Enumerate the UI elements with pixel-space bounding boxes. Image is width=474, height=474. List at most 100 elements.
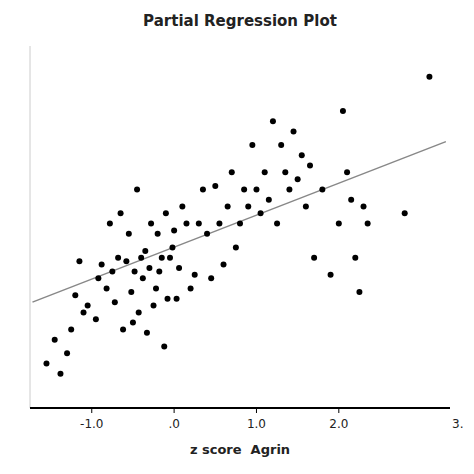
scatter-point [174, 296, 180, 302]
scatter-point [216, 221, 222, 227]
scatter-point [262, 169, 268, 175]
scatter-point [165, 296, 171, 302]
scatter-point [311, 255, 317, 261]
scatter-point [274, 221, 280, 227]
scatter-point [192, 272, 198, 278]
scatter-point [126, 231, 132, 237]
scatter-point [159, 255, 165, 261]
scatter-point [93, 316, 99, 322]
scatter-point [167, 255, 173, 261]
scatter-point [68, 326, 74, 332]
scatter-point [72, 292, 78, 298]
scatter-point [155, 231, 161, 237]
scatter-point [169, 244, 175, 250]
scatter-point [328, 272, 334, 278]
x-axis-line [30, 407, 450, 409]
scatter-point [356, 289, 362, 295]
x-tick [256, 408, 257, 413]
scatter-point [303, 204, 309, 210]
scatter-point [340, 108, 346, 114]
scatter-point [402, 210, 408, 216]
scatter-point [81, 309, 87, 315]
chart: Partial Regression Plot-1.0.01.02.03.z s… [0, 0, 474, 474]
scatter-point [266, 197, 272, 203]
title: Partial Regression Plot [143, 12, 337, 30]
scatter-point [352, 255, 358, 261]
scatter-point [153, 285, 159, 291]
scatter-point [142, 248, 148, 254]
scatter-point [212, 183, 218, 189]
scatter-point [109, 268, 115, 274]
scatter-point [344, 169, 350, 175]
scatter-point [176, 265, 182, 271]
scatter-point [208, 275, 214, 281]
scatter-point [76, 258, 82, 264]
scatter-point [112, 299, 118, 305]
scatter-point [140, 275, 146, 281]
scatter-point [107, 221, 113, 227]
scatter-point [278, 142, 284, 148]
scatter-point [163, 210, 169, 216]
scatter-point [104, 285, 110, 291]
scatter-point [64, 350, 70, 356]
x-tick-label: 1.0 [247, 417, 266, 431]
scatter-point [237, 221, 243, 227]
scatter-point [85, 303, 91, 309]
scatter-point [134, 186, 140, 192]
x-axis-label: z score Agrin [190, 442, 290, 457]
x-tick-label: .0 [168, 417, 179, 431]
scatter-point [183, 221, 189, 227]
scatter-point [258, 210, 264, 216]
scatter-point [57, 371, 63, 377]
x-tick [91, 408, 92, 413]
scatter-point [123, 258, 129, 264]
scatter-point [95, 275, 101, 281]
x-tick [338, 408, 339, 413]
scatter-point [144, 330, 150, 336]
scatter-point [188, 285, 194, 291]
scatter-point [204, 231, 210, 237]
x-tick [174, 408, 175, 413]
scatter-point [118, 210, 124, 216]
scatter-point [200, 186, 206, 192]
scatter-point [319, 186, 325, 192]
scatter-point [138, 255, 144, 261]
scatter-point [426, 74, 432, 80]
scatter-point [361, 204, 367, 210]
regression-line [32, 142, 445, 303]
scatter-point [156, 268, 162, 274]
scatter-point [365, 221, 371, 227]
scatter-point [282, 169, 288, 175]
scatter-point [132, 268, 138, 274]
plot-area [32, 74, 445, 377]
scatter-point [130, 320, 136, 326]
scatter-point [249, 142, 255, 148]
scatter-point [161, 344, 167, 350]
y-axis-line [30, 46, 31, 408]
scatter-point [148, 221, 154, 227]
scatter-point [99, 262, 105, 268]
scatter-point [52, 337, 58, 343]
x-tick-label: -1.0 [80, 417, 103, 431]
scatter-point [299, 152, 305, 158]
scatter-point [270, 118, 276, 124]
scatter-point [196, 221, 202, 227]
scatter-point [253, 186, 259, 192]
scatter-point [151, 303, 157, 309]
scatter-point [245, 204, 251, 210]
scatter-point [179, 204, 185, 210]
scatter-point [229, 169, 235, 175]
x-tick-label: 2.0 [329, 417, 348, 431]
scatter-point [120, 326, 126, 332]
scatter-point [233, 244, 239, 250]
scatter-point [136, 309, 142, 315]
scatter-point [291, 128, 297, 134]
scatter-point [286, 186, 292, 192]
scatter-point [128, 289, 134, 295]
scatter-point [241, 186, 247, 192]
scatter-point [146, 265, 152, 271]
scatter-point [295, 176, 301, 182]
scatter-point [43, 361, 49, 367]
scatter-point [115, 255, 121, 261]
scatter-point [336, 221, 342, 227]
